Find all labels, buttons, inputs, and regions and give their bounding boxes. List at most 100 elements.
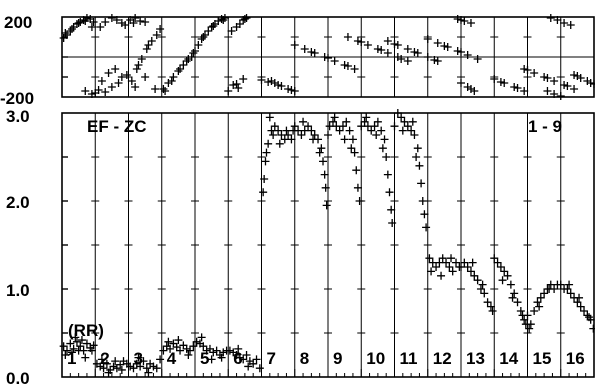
phase-point-18 [96, 23, 105, 31]
baseline-label-15: 15 [533, 349, 552, 368]
phase-point-157 [560, 19, 569, 27]
amplitude-point-43 [159, 346, 168, 355]
phase-point-76 [229, 81, 238, 89]
amplitude-point-15 [71, 333, 80, 342]
amplitude-point-121 [345, 126, 354, 135]
amplitude-point-185 [488, 307, 497, 315]
phase-point-4 [72, 20, 81, 28]
amplitude-point-27 [97, 355, 106, 364]
amplitude-point-123 [350, 148, 359, 157]
phase-point-80 [227, 27, 236, 35]
phase-point-9 [89, 18, 98, 26]
amplitude-point-55 [184, 351, 193, 359]
range-annotation: 1 - 9 [528, 117, 562, 136]
amplitude-point-109 [321, 183, 330, 192]
amplitude-point-90 [284, 131, 293, 139]
phase-point-154 [563, 82, 572, 90]
amplitude-point-40 [156, 355, 165, 364]
amplitude-point-18 [96, 362, 105, 371]
amplitude-point-176 [460, 258, 469, 267]
amplitude-ytick-label-1: 1.0 [6, 281, 30, 300]
phase-point-138 [470, 87, 479, 95]
phase-point-109 [383, 49, 392, 57]
amplitude-point-146 [390, 122, 399, 131]
amplitude-point-147 [393, 109, 402, 117]
amplitude-point-124 [352, 166, 361, 175]
amplitude-point-113 [315, 148, 324, 157]
phase-point-119 [423, 53, 432, 61]
phase-point-162 [570, 71, 579, 79]
panel-title-annotation: EF - ZC [87, 117, 147, 136]
amplitude-point-91 [287, 135, 296, 144]
amplitude-point-218 [566, 289, 575, 298]
phase-series [59, 14, 595, 100]
amplitude-point-111 [299, 117, 308, 126]
amplitude-point-181 [476, 285, 485, 293]
amplitude-point-170 [452, 258, 461, 267]
phase-point-55 [184, 55, 193, 63]
phase-point-75 [224, 87, 233, 95]
amplitude-point-172 [427, 267, 436, 276]
phase-point-20 [107, 14, 116, 22]
amplitude-point-68 [217, 353, 226, 362]
amplitude-point-52 [189, 342, 198, 351]
amplitude-point-204 [530, 307, 539, 315]
amplitude-point-202 [523, 311, 532, 320]
amplitude-point-214 [545, 285, 554, 293]
phase-point-90 [284, 85, 293, 93]
amplitude-point-128 [340, 135, 349, 144]
phase-point-88 [270, 79, 279, 87]
amplitude-point-127 [330, 113, 339, 122]
phase-point-123 [430, 56, 439, 64]
amplitude-point-5 [76, 342, 85, 351]
phase-point-2 [66, 27, 75, 35]
phase-point-145 [513, 84, 522, 92]
phase-point-149 [550, 77, 559, 85]
phase-point-1 [62, 31, 71, 39]
phase-point-47 [141, 73, 150, 81]
phase-point-95 [290, 41, 299, 49]
baseline-label-3: 3 [134, 349, 143, 368]
amplitude-point-4 [72, 337, 81, 346]
amplitude-point-125 [353, 183, 362, 192]
amplitude-point-73 [239, 355, 248, 364]
phase-point-71 [220, 14, 229, 22]
amplitude-point-41 [134, 353, 143, 362]
phase-point-89 [277, 82, 286, 90]
amplitude-point-225 [589, 324, 595, 333]
phase-point-56 [189, 49, 198, 57]
baseline-label-2: 2 [100, 349, 109, 368]
amplitude-point-178 [466, 267, 475, 276]
phase-point-105 [343, 33, 352, 41]
amplitude-point-45 [166, 344, 175, 353]
phase-point-73 [209, 22, 218, 30]
amplitude-point-84 [264, 139, 273, 148]
amplitude-point-1 [62, 346, 71, 355]
amplitude-point-102 [304, 122, 313, 131]
amplitude-point-95 [275, 139, 284, 148]
amplitude-point-61 [209, 348, 218, 357]
amplitude-point-162 [425, 254, 434, 263]
phase-point-69 [214, 17, 223, 25]
phase-point-49 [151, 85, 160, 93]
phase-point-155 [546, 14, 555, 22]
amplitude-point-36 [142, 364, 151, 373]
phase-point-78 [239, 75, 248, 83]
amplitude-point-14 [87, 346, 96, 355]
amplitude-point-141 [387, 205, 396, 214]
amplitude-ytick-label-0: 0.0 [6, 369, 30, 387]
amplitude-point-153 [413, 144, 422, 153]
phase-point-125 [433, 39, 442, 47]
phase-point-25 [104, 69, 113, 77]
amplitude-point-138 [382, 153, 391, 161]
amplitude-point-133 [367, 126, 376, 135]
amplitude-point-98 [290, 122, 299, 131]
amplitude-point-77 [252, 355, 261, 364]
amplitude-point-179 [470, 271, 479, 280]
baseline-label-13: 13 [466, 349, 485, 368]
phase-point-144 [496, 78, 505, 86]
amplitude-point-108 [320, 170, 329, 179]
phase-point-166 [573, 72, 582, 80]
phase-point-50 [159, 85, 168, 93]
amplitude-point-59 [202, 346, 211, 355]
